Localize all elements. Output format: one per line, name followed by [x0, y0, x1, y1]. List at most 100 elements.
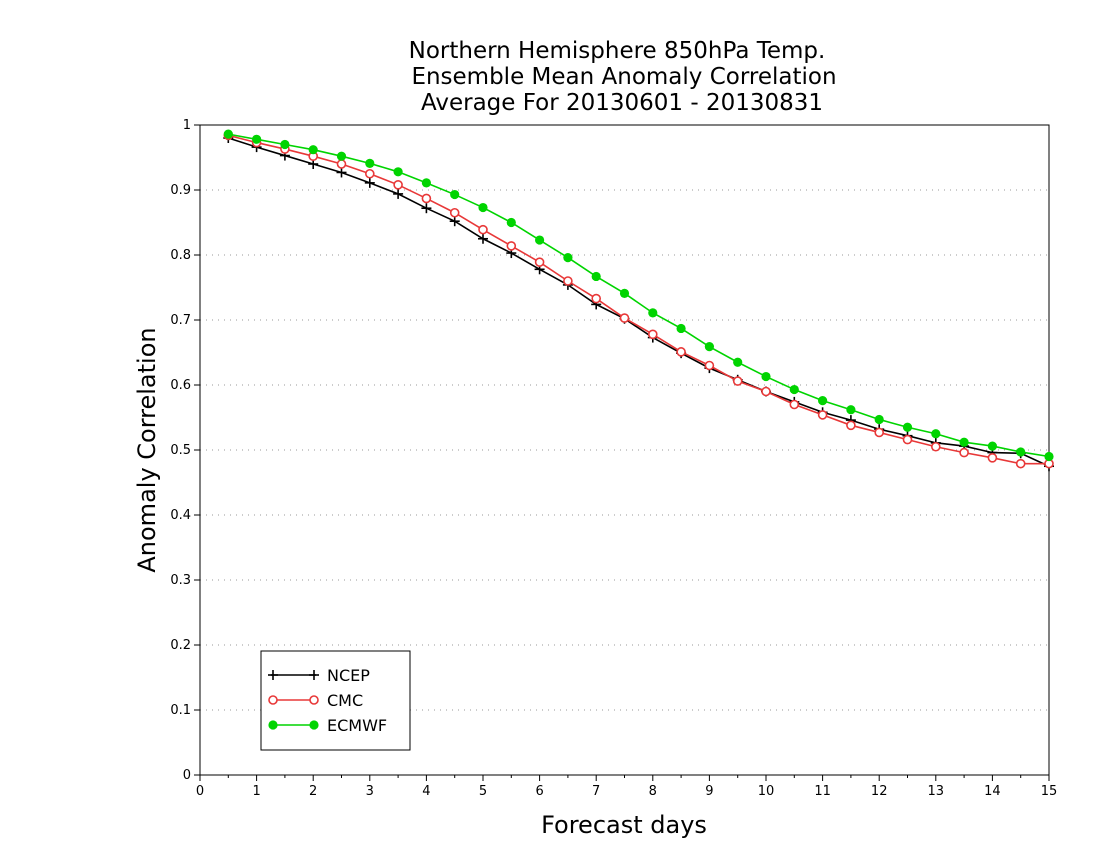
cmc-point	[478, 224, 488, 235]
cmc-point	[874, 427, 885, 438]
cmc-point	[563, 276, 573, 286]
x-tick-label: 3	[366, 784, 374, 799]
ecmwf-point	[252, 134, 262, 144]
cmc-point	[817, 410, 828, 420]
cmc-point	[336, 159, 347, 169]
ecmwf-point	[959, 437, 969, 447]
x-tick-label: 2	[309, 784, 317, 799]
x-tick-label: 12	[871, 784, 888, 799]
cmc-point	[647, 329, 658, 340]
ecmwf-point	[987, 441, 998, 451]
legend-marker-cmc-end	[309, 695, 319, 705]
y-tick-label: 0.4	[170, 508, 191, 523]
y-tick-label: 1	[183, 118, 191, 133]
ecmwf-point	[846, 405, 856, 415]
cmc-point	[364, 168, 375, 179]
title-line-1: Northern Hemisphere 850hPa Temp.	[409, 38, 826, 64]
ecmwf-point	[308, 145, 318, 155]
x-tick-label: 1	[252, 784, 260, 799]
x-axis-label: Forecast days	[541, 811, 707, 839]
legend-label-cmc: CMC	[327, 691, 363, 710]
x-tick-label: 10	[758, 784, 775, 799]
axis-ticks: 00.10.20.30.40.50.60.70.80.910 1 2 3 4 5 6 7 8 9 1…	[170, 118, 1057, 799]
x-tick-label: 6	[535, 784, 543, 799]
ncep-line	[228, 137, 1050, 467]
ecmwf-point	[1016, 447, 1026, 457]
ecmwf-point	[648, 308, 658, 318]
ecmwf-point	[223, 129, 233, 139]
x-tick-label: 7	[592, 784, 600, 799]
cmc-point	[902, 434, 913, 445]
x-tick-label: 13	[928, 784, 945, 799]
ecmwf-point	[478, 202, 488, 213]
cmc-point	[591, 293, 602, 304]
legend-marker-ecmwf	[268, 720, 278, 730]
cmc-point	[421, 193, 432, 204]
cmc-point	[393, 180, 403, 190]
ecmwf-point	[874, 414, 884, 425]
series-cmc	[223, 130, 1054, 469]
x-tick-label: 14	[984, 784, 1001, 799]
ecmwf-point	[535, 235, 545, 245]
cmc-point	[449, 207, 460, 218]
cmc-point	[732, 376, 743, 386]
cmc-point	[959, 447, 969, 458]
ecmwf-point	[280, 139, 290, 150]
ecmwf-point	[1044, 451, 1054, 462]
ecmwf-line	[228, 133, 1050, 458]
ecmwf-point	[336, 151, 347, 161]
ecmwf-point	[789, 384, 799, 395]
legend-marker-ecmwf-end	[309, 720, 319, 730]
x-tick-label: 15	[1041, 784, 1058, 799]
y-tick-label: 0.2	[170, 638, 191, 653]
cmc-point	[930, 441, 941, 452]
series-lines	[223, 129, 1054, 472]
cmc-point	[506, 241, 517, 251]
cmc-point	[789, 399, 800, 410]
ecmwf-point	[676, 323, 686, 334]
cmc-point	[704, 360, 715, 371]
y-tick-label: 0.5	[170, 443, 191, 458]
ecmwf-point	[393, 167, 403, 177]
ecmwf-point	[931, 429, 941, 439]
y-tick-label: 0.1	[170, 703, 191, 718]
x-tick-label: 5	[479, 784, 487, 799]
ecmwf-point	[450, 189, 460, 200]
x-tick-label: 4	[422, 784, 430, 799]
y-tick-label: 0.8	[170, 248, 191, 263]
ecmwf-point	[365, 158, 375, 168]
y-axis-label: Anomaly Correlation	[133, 327, 161, 572]
ecmwf-point	[704, 342, 715, 352]
ecmwf-point	[733, 357, 743, 367]
legend-label-ncep: NCEP	[327, 666, 370, 685]
legend: NCEP CMC ECMWF	[260, 650, 411, 751]
y-tick-label: 0.3	[170, 573, 191, 588]
title-line-3: Average For 20130601 - 20130831	[421, 90, 823, 116]
cmc-point	[619, 313, 630, 323]
cmc-point	[987, 452, 998, 463]
legend-marker-cmc	[268, 695, 278, 705]
ecmwf-point	[591, 271, 601, 282]
x-tick-label: 11	[814, 784, 831, 799]
y-tick-label: 0.6	[170, 378, 191, 393]
x-tick-label: 0	[196, 784, 204, 799]
y-tick-label: 0	[183, 768, 191, 783]
series-ncep	[223, 133, 1054, 472]
cmc-point	[676, 347, 686, 357]
ecmwf-point	[902, 422, 913, 432]
cmc-point	[846, 420, 856, 431]
title-line-2: Ensemble Mean Anomaly Correlation	[411, 64, 836, 90]
x-tick-label: 9	[705, 784, 713, 799]
cmc-point	[534, 257, 545, 267]
ecmwf-point	[818, 396, 828, 406]
ecmwf-point	[506, 217, 516, 228]
ecmwf-point	[761, 371, 771, 382]
cmc-line	[228, 134, 1049, 465]
ecmwf-point	[421, 178, 431, 188]
ecmwf-point	[619, 288, 630, 298]
cmc-point	[761, 386, 771, 397]
x-tick-label: 8	[649, 784, 657, 799]
y-tick-label: 0.7	[170, 313, 191, 328]
series-ecmwf	[223, 129, 1054, 462]
